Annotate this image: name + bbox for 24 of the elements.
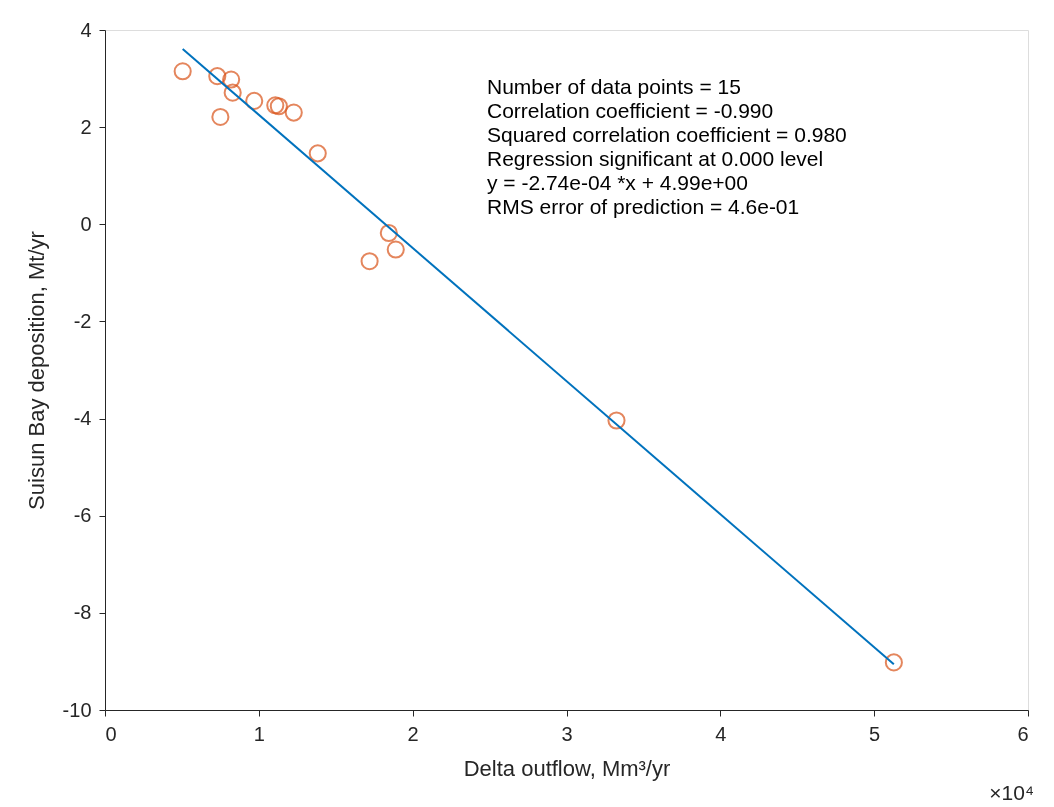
annotation: Correlation coefficient = -0.990 — [487, 99, 774, 122]
x-tick-label: 5 — [869, 722, 881, 745]
annotation: Regression significant at 0.000 level — [487, 147, 824, 170]
text: ×10⁴ — [989, 781, 1034, 804]
x-tick-label: 0 — [105, 722, 117, 745]
y-tick-label: -4 — [73, 407, 92, 430]
y-axis-title: Suisun Bay deposition, Mt/yr — [23, 231, 49, 510]
x-tick-label: 6 — [1017, 722, 1029, 745]
x-tick-label: 1 — [253, 722, 265, 745]
y-tick-label: 0 — [80, 212, 92, 235]
annotation: Squared correlation coefficient = 0.980 — [487, 123, 847, 146]
y-tick-label: 4 — [80, 18, 92, 41]
annotation: y = -2.74e-04 *x + 4.99e+00 — [487, 171, 748, 194]
y-tick-label: -8 — [73, 601, 92, 624]
y-tick-label: 2 — [80, 115, 92, 138]
annotation: RMS error of prediction = 4.6e-01 — [487, 195, 800, 218]
x-axis-title: Delta outflow, Mm³/yr — [463, 755, 671, 781]
x-tick-label: 4 — [715, 722, 727, 745]
annotation: Number of data points = 15 — [487, 75, 741, 98]
x-tick-label: 3 — [561, 722, 573, 745]
y-tick-label: -2 — [73, 309, 92, 332]
x-tick-label: 2 — [407, 722, 419, 745]
y-tick-label: -6 — [73, 504, 92, 527]
y-tick-label: -10 — [62, 698, 92, 721]
